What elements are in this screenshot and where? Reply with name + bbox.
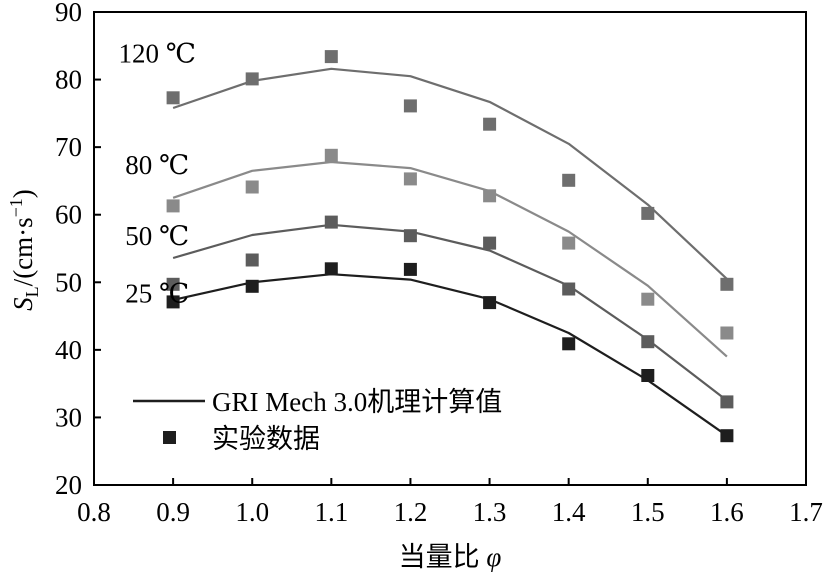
experiment-point [403,229,417,243]
experiment-point [324,262,338,276]
series-4 [166,262,734,443]
experiment-point [166,295,180,309]
plot-area [166,50,734,443]
experiment-point [720,326,734,340]
y-tick-label: 20 [55,470,82,500]
experiment-point [403,99,417,113]
series-2 [166,148,734,358]
experiment-point [483,296,497,310]
experiment-point [720,277,734,291]
axes: 0.8 0.9 1.0 1.1 1.2 1.3 1.4 1.5 1.6 1.7 20 30 40 50 60… [55,0,823,527]
y-tick-label: 50 [55,267,82,297]
experiment-point [324,148,338,162]
y-tick-label: 30 [55,402,82,432]
series-3 [166,215,734,409]
experiment-point [403,262,417,276]
x-axis-title: 当量比 φ [399,542,502,572]
experiment-point [562,173,576,187]
experiment-point [324,50,338,64]
experiment-point [483,236,497,250]
x-tick-label: 0.8 [77,497,111,527]
legend: GRI Mech 3.0机理计算值 实验数据 [133,387,502,454]
series-temperature-label: 25 ℃ [125,279,189,309]
series-temperature-label: 50 ℃ [125,221,189,251]
y-tick-label: 40 [55,335,82,365]
experiment-point [245,253,259,267]
x-tick-label: 1.5 [631,497,665,527]
experiment-point [483,189,497,203]
legend-marker-swatch [163,431,176,444]
experiment-point [641,292,655,306]
series-1 [166,50,734,291]
x-tick-label: 1.3 [473,497,507,527]
series-temperature-label: 80 ℃ [125,150,189,180]
experiment-point [562,236,576,250]
y-tick-label: 60 [55,200,82,230]
series-labels: 120 ℃ 80 ℃ 50 ℃ 25 ℃ [119,39,196,309]
y-tick-label: 90 [55,0,82,27]
y-tick-label: 80 [55,65,82,95]
x-tick-label: 1.4 [552,497,586,527]
experiment-point [483,117,497,131]
model-line [172,67,728,280]
x-tick-label: 1.2 [394,497,428,527]
y-tick-label: 70 [55,132,82,162]
experiment-point [245,279,259,293]
y-axis-title: SL/(cm·s−1) [6,189,42,311]
experiment-point [720,429,734,443]
legend-line-label: GRI Mech 3.0机理计算值 [212,387,502,417]
experiment-point [166,91,180,105]
model-line [172,223,728,402]
experiment-point [720,395,734,409]
experiment-point [562,282,576,296]
experiment-point [166,277,180,291]
legend-marker-label: 实验数据 [212,424,320,454]
experiment-point [245,180,259,194]
experiment-point [641,369,655,382]
experiment-point [166,199,180,213]
experiment-point [324,215,338,229]
x-tick-label: 1.1 [314,497,348,527]
experiment-point [562,337,576,351]
experiment-point [245,72,259,86]
x-tick-label: 1.0 [235,497,269,527]
experiment-point [641,206,655,220]
x-tick-label: 1.6 [710,497,744,527]
x-tick-label: 0.9 [156,497,190,527]
series-temperature-label: 120 ℃ [119,39,196,69]
experiment-point [403,172,417,186]
experiment-point [641,335,655,349]
x-tick-label: 1.7 [789,497,823,527]
plot-frame [93,11,807,486]
model-line [172,160,728,358]
model-line [172,273,728,437]
